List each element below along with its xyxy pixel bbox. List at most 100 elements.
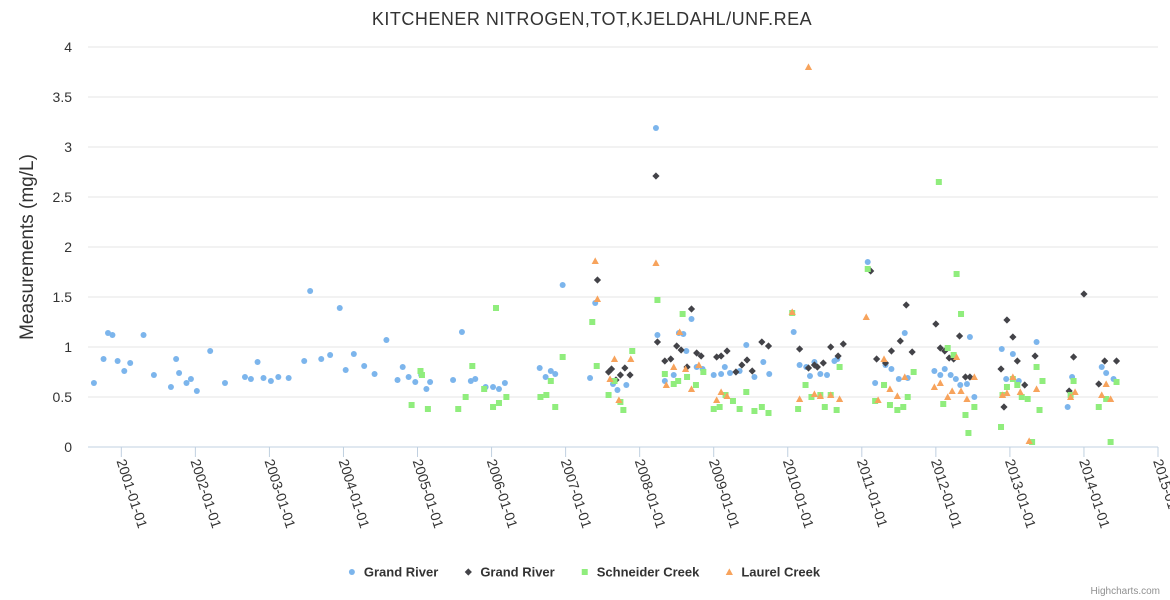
data-point[interactable] (888, 366, 895, 372)
data-point[interactable] (971, 394, 978, 400)
data-point[interactable] (616, 371, 625, 379)
data-point[interactable] (958, 311, 965, 317)
data-point[interactable] (606, 375, 614, 382)
data-point[interactable] (1018, 394, 1025, 400)
data-point[interactable] (1101, 357, 1109, 365)
data-point[interactable] (957, 382, 964, 388)
series-0[interactable] (90, 125, 1117, 410)
data-point[interactable] (193, 388, 200, 394)
data-point[interactable] (1098, 391, 1106, 398)
data-point[interactable] (824, 372, 831, 378)
data-point[interactable] (418, 372, 425, 378)
legend-symbol[interactable] (464, 568, 472, 576)
data-point[interactable] (886, 385, 894, 392)
data-point[interactable] (176, 370, 183, 376)
data-point[interactable] (90, 380, 97, 386)
data-point[interactable] (766, 371, 773, 377)
data-point[interactable] (604, 368, 613, 376)
data-point[interactable] (652, 259, 660, 266)
data-point[interactable] (970, 373, 978, 380)
series-3[interactable] (591, 63, 1115, 444)
data-point[interactable] (412, 379, 419, 385)
data-point[interactable] (962, 412, 969, 418)
data-point[interactable] (1039, 378, 1046, 384)
data-point[interactable] (758, 404, 765, 410)
data-point[interactable] (886, 402, 893, 408)
data-point[interactable] (285, 375, 292, 381)
data-point[interactable] (399, 364, 406, 370)
data-point[interactable] (940, 401, 947, 407)
data-point[interactable] (670, 381, 677, 387)
data-point[interactable] (495, 386, 502, 392)
data-point[interactable] (961, 373, 970, 381)
data-point[interactable] (827, 391, 835, 398)
data-point[interactable] (743, 342, 750, 348)
data-point[interactable] (827, 343, 835, 351)
data-point[interactable] (810, 390, 819, 397)
data-points[interactable] (90, 63, 1121, 445)
data-point[interactable] (697, 352, 705, 360)
data-point[interactable] (623, 382, 630, 388)
data-point[interactable] (173, 356, 180, 362)
data-point[interactable] (957, 387, 965, 394)
data-point[interactable] (1103, 370, 1110, 376)
data-point[interactable] (687, 385, 696, 392)
data-point[interactable] (683, 348, 690, 354)
data-point[interactable] (167, 384, 174, 390)
data-point[interactable] (952, 353, 961, 360)
data-point[interactable] (894, 407, 901, 413)
data-point[interactable] (1000, 403, 1008, 411)
data-point[interactable] (963, 381, 970, 387)
data-point[interactable] (736, 406, 743, 412)
data-point[interactable] (543, 392, 550, 398)
data-point[interactable] (998, 391, 1007, 398)
data-point[interactable] (901, 330, 908, 336)
data-point[interactable] (1103, 396, 1110, 402)
data-point[interactable] (490, 384, 497, 390)
data-point[interactable] (620, 407, 627, 413)
data-point[interactable] (930, 383, 938, 390)
data-point[interactable] (187, 376, 194, 382)
data-point[interactable] (301, 358, 308, 364)
data-point[interactable] (944, 345, 951, 351)
data-point[interactable] (1009, 333, 1017, 341)
legend-symbol[interactable] (348, 569, 355, 575)
data-point[interactable] (247, 376, 254, 382)
data-point[interactable] (336, 305, 343, 311)
data-point[interactable] (1009, 351, 1016, 357)
data-point[interactable] (1024, 396, 1031, 402)
data-point[interactable] (821, 404, 828, 410)
data-point[interactable] (593, 276, 602, 284)
data-point[interactable] (1021, 381, 1029, 389)
data-point[interactable] (681, 365, 690, 372)
data-point[interactable] (450, 377, 457, 383)
data-point[interactable] (722, 392, 729, 398)
data-point[interactable] (221, 380, 228, 386)
legend-item[interactable]: Laurel Creek (725, 565, 821, 580)
data-point[interactable] (895, 376, 902, 382)
data-point[interactable] (1112, 357, 1121, 365)
data-point[interactable] (327, 352, 334, 358)
data-point[interactable] (950, 352, 957, 358)
data-point[interactable] (998, 424, 1005, 430)
data-point[interactable] (121, 368, 128, 374)
data-point[interactable] (710, 406, 717, 412)
data-point[interactable] (1107, 395, 1115, 402)
data-point[interactable] (254, 359, 261, 365)
data-point[interactable] (935, 179, 942, 185)
data-point[interactable] (748, 367, 756, 375)
data-point[interactable] (1102, 380, 1110, 387)
data-point[interactable] (100, 356, 107, 362)
data-point[interactable] (114, 358, 121, 364)
data-point[interactable] (947, 372, 954, 378)
data-point[interactable] (677, 346, 685, 354)
data-point[interactable] (675, 378, 682, 384)
data-point[interactable] (963, 395, 971, 402)
data-point[interactable] (902, 301, 910, 309)
series-1[interactable] (593, 172, 1121, 411)
data-point[interactable] (1098, 364, 1105, 370)
data-point[interactable] (1070, 378, 1077, 384)
data-point[interactable] (1067, 393, 1075, 400)
data-point[interactable] (738, 361, 746, 369)
data-point[interactable] (955, 332, 964, 340)
